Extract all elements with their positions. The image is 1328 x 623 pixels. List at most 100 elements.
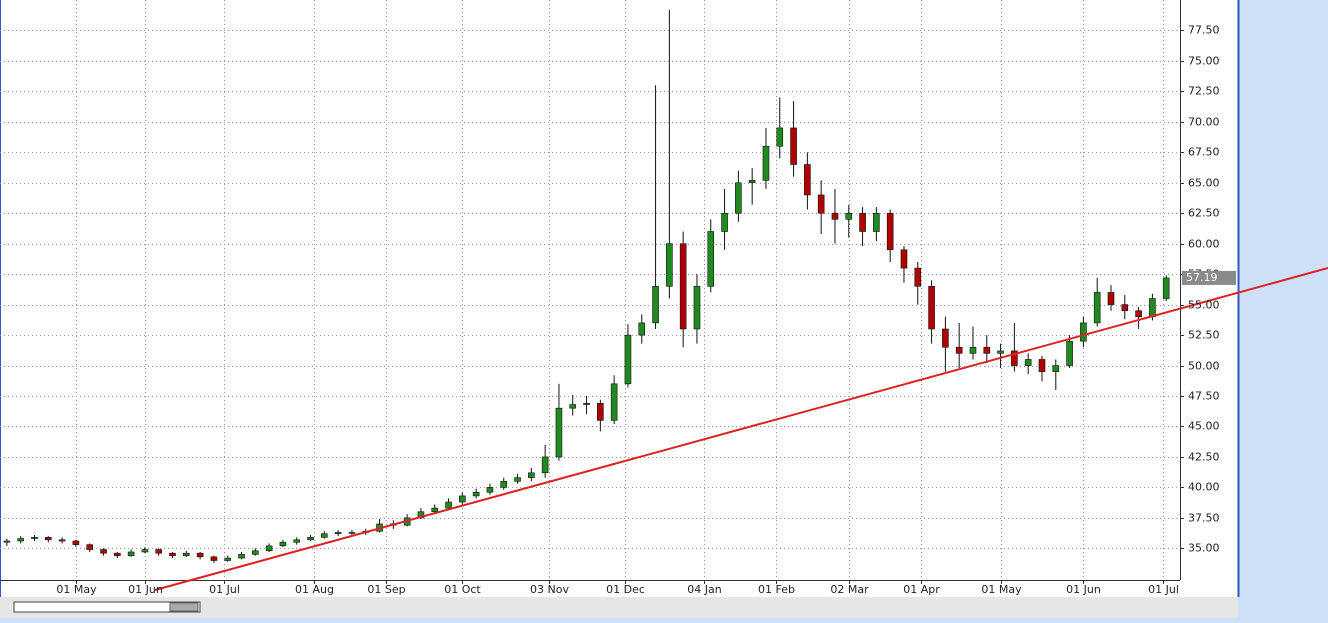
candle-body [541, 456, 549, 474]
x-tick-label: 03 Nov [530, 583, 569, 596]
x-tick-label: 02 Mar [830, 583, 869, 596]
candle-body [583, 403, 590, 405]
candle-body [1121, 304, 1129, 312]
candle-body [17, 538, 25, 542]
candle-body [58, 539, 66, 542]
candle-body [831, 212, 839, 220]
candle-body [1080, 322, 1087, 342]
candle-body [693, 286, 701, 330]
x-tick-label: 01 Jun [128, 583, 163, 596]
candle-body [555, 407, 563, 458]
candle-body [224, 557, 232, 561]
y-tick-label: 75.00 [1188, 55, 1220, 68]
candle-body [652, 286, 659, 324]
candle-body [141, 549, 149, 553]
candle-body [334, 532, 342, 534]
candle-body [790, 127, 797, 165]
candle-body [265, 545, 273, 552]
candle-body [569, 404, 577, 409]
candle-body [1093, 292, 1101, 324]
candle-body [348, 532, 356, 534]
y-tick-label: 52.50 [1188, 329, 1220, 342]
candle-body [1024, 359, 1032, 366]
candle-body [1038, 359, 1046, 372]
candle-body [114, 552, 121, 556]
y-tick-label: 35.00 [1188, 542, 1220, 555]
candle-body [196, 552, 204, 558]
x-tick-label: 01 Dec [606, 583, 645, 596]
candle-body [155, 549, 163, 554]
candle-body [942, 328, 949, 348]
candle-body [762, 145, 770, 181]
candle-body [707, 231, 715, 287]
candle-body [321, 533, 328, 538]
candle-body [1066, 340, 1073, 366]
candle-body [638, 322, 646, 336]
scrollbar-track [0, 597, 1238, 618]
candle-body [528, 472, 535, 478]
y-tick-label: 55.00 [1188, 299, 1220, 312]
candle-body [72, 540, 80, 545]
candle-body [210, 556, 218, 561]
y-tick-label: 77.50 [1188, 24, 1220, 37]
candle-body [238, 554, 245, 559]
chart-panel [0, 0, 1238, 597]
candle-body [735, 182, 742, 214]
x-tick-label: 01 May [981, 583, 1022, 596]
y-tick-label: 42.50 [1188, 451, 1220, 464]
candle-body [679, 243, 687, 330]
last-price-tag [1182, 270, 1236, 285]
candle-body [127, 551, 135, 556]
candle-body [86, 544, 94, 550]
x-tick-label: 01 Oct [444, 583, 481, 596]
candle-body [983, 346, 991, 354]
candle-body [500, 481, 508, 488]
candle-body [3, 540, 11, 543]
candle-body [169, 552, 176, 556]
candle-body [1052, 365, 1060, 372]
scrollbar[interactable] [13, 601, 201, 613]
y-tick-label: 37.50 [1188, 512, 1220, 525]
x-tick-label: 01 Feb [758, 583, 795, 596]
y-tick-label: 50.00 [1188, 360, 1220, 373]
candle-body [748, 180, 756, 184]
candle-body [955, 346, 963, 354]
scrollbar-thumb[interactable] [169, 602, 199, 612]
candle-body [886, 212, 894, 251]
candle-body [459, 495, 466, 503]
candle-body [597, 403, 604, 421]
candle-body [445, 501, 452, 509]
x-tick-label: 01 Apr [903, 583, 940, 596]
candle-body [776, 127, 784, 147]
candle-body [100, 549, 107, 554]
candle-body [666, 243, 673, 287]
candle-body [252, 550, 259, 555]
x-tick-label: 01 Aug [295, 583, 334, 596]
candle-body [873, 212, 880, 232]
candle-body [845, 212, 853, 220]
candle-body [969, 346, 977, 354]
y-tick-label: 47.50 [1188, 390, 1220, 403]
candle-body [486, 487, 494, 493]
candle-body [997, 350, 1004, 354]
candle-body [183, 552, 190, 556]
y-tick-label: 70.00 [1188, 116, 1220, 129]
candle-body [1107, 292, 1115, 305]
x-tick-label: 01 Sep [367, 583, 405, 596]
candle-body [514, 477, 521, 482]
last-price-label: 57.19 [1186, 271, 1218, 284]
candle-body [928, 286, 935, 330]
candle-body [624, 334, 632, 385]
y-tick-label: 67.50 [1188, 146, 1220, 159]
candle-body [817, 194, 825, 214]
x-tick-label: 04 Jan [687, 583, 721, 596]
candle-body [472, 491, 480, 497]
candle-body [45, 537, 52, 541]
y-tick-label: 62.50 [1188, 207, 1220, 220]
plot-area [0, 0, 1180, 580]
candle-body [914, 267, 922, 287]
candle-body [610, 383, 618, 421]
y-tick-label: 45.00 [1188, 420, 1220, 433]
candle-body [307, 537, 314, 541]
